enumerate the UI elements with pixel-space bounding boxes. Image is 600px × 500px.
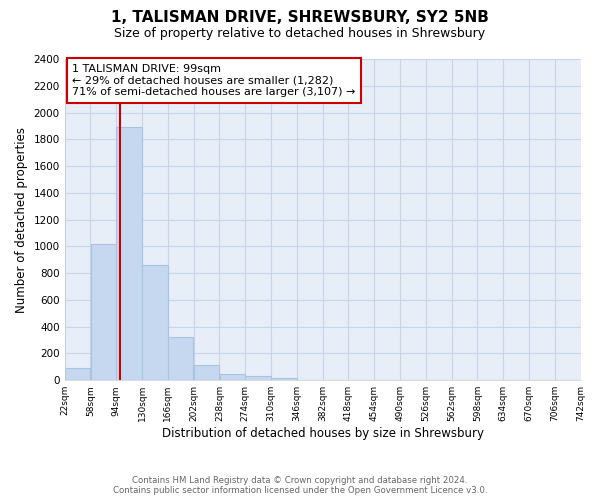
Bar [245, 376, 271, 380]
Bar [116, 128, 142, 380]
Bar [65, 368, 90, 380]
Text: 1, TALISMAN DRIVE, SHREWSBURY, SY2 5NB: 1, TALISMAN DRIVE, SHREWSBURY, SY2 5NB [111, 10, 489, 25]
Text: 1 TALISMAN DRIVE: 99sqm
← 29% of detached houses are smaller (1,282)
71% of semi: 1 TALISMAN DRIVE: 99sqm ← 29% of detache… [73, 64, 356, 97]
Y-axis label: Number of detached properties: Number of detached properties [15, 126, 28, 312]
X-axis label: Distribution of detached houses by size in Shrewsbury: Distribution of detached houses by size … [161, 427, 484, 440]
Bar [194, 365, 219, 380]
Bar [142, 265, 167, 380]
Bar [220, 374, 245, 380]
Bar [91, 244, 116, 380]
Bar [271, 378, 296, 380]
Text: Contains HM Land Registry data © Crown copyright and database right 2024.
Contai: Contains HM Land Registry data © Crown c… [113, 476, 487, 495]
Text: Size of property relative to detached houses in Shrewsbury: Size of property relative to detached ho… [115, 28, 485, 40]
Bar [168, 338, 193, 380]
